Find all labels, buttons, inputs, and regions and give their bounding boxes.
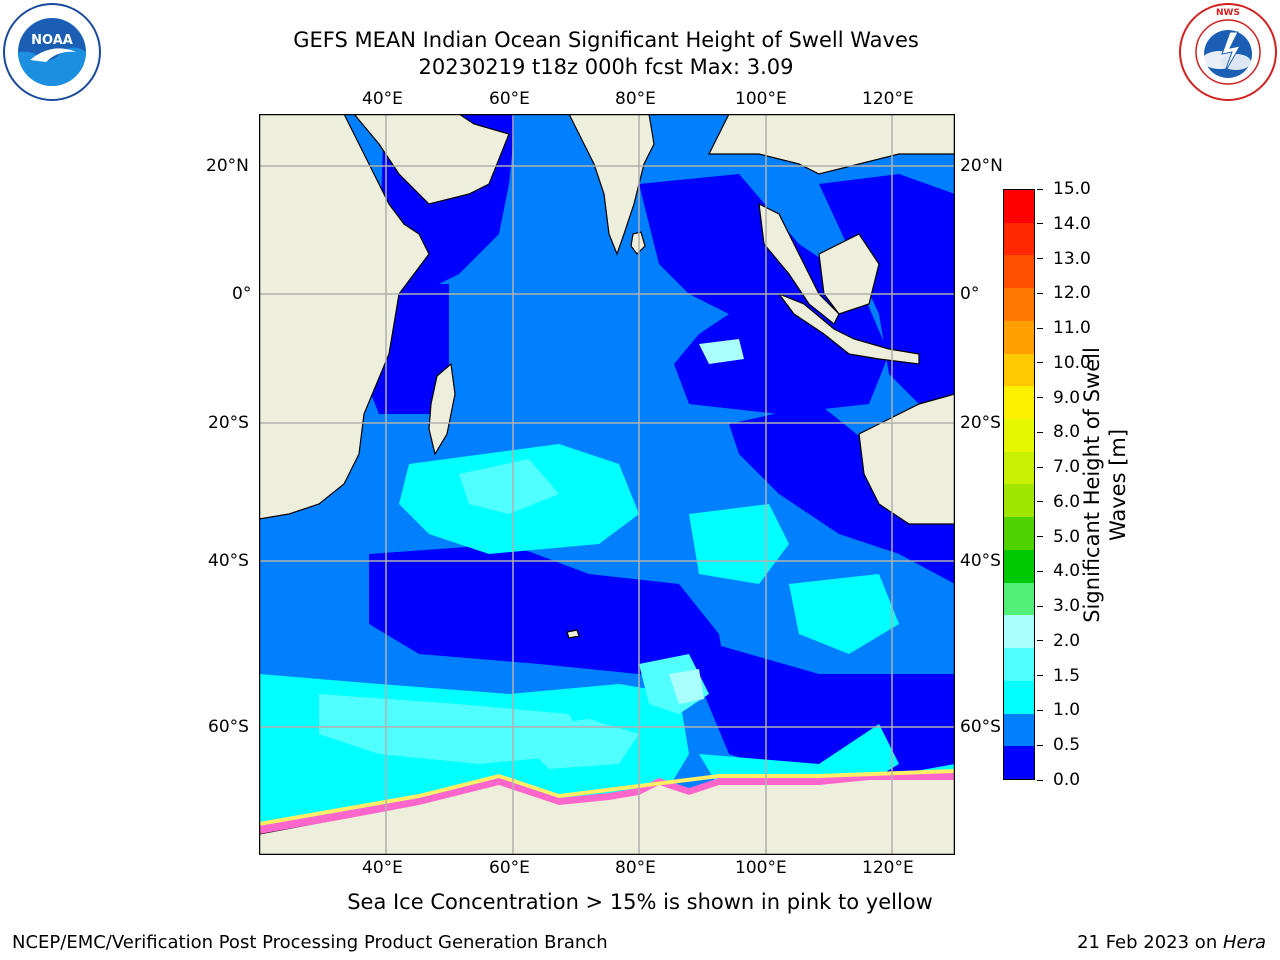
lon-label-top-1: 40°E — [362, 89, 403, 109]
colorbar-tick-mark — [1037, 640, 1043, 642]
colorbar-segment — [1004, 746, 1034, 779]
map-subtitle: 20230219 t18z 000h fcst Max: 3.09 — [418, 55, 794, 79]
colorbar-tick-mark — [1037, 709, 1043, 711]
lat-label-left-4: 40°S — [208, 551, 249, 571]
lon-label-top-2: 60°E — [489, 89, 530, 109]
colorbar-tick-label: 6.0 — [1053, 491, 1081, 512]
colorbar-segment — [1004, 451, 1034, 485]
map-panel — [258, 113, 956, 856]
graticule — [259, 114, 955, 855]
peak-swell-patches — [669, 339, 744, 704]
colorbar-tick-label: 7.0 — [1053, 457, 1081, 478]
colorbar-segment — [1004, 582, 1034, 616]
colorbar-segment — [1004, 549, 1034, 583]
sea-ice-note: Sea Ice Concentration > 15% is shown in … — [347, 890, 933, 914]
colorbar-tick-mark — [1037, 605, 1043, 607]
colorbar-tick-label: 11.0 — [1053, 318, 1091, 339]
colorbar-label-line2: Waves [m] — [1106, 428, 1130, 542]
colorbar-tick-label: 14.0 — [1053, 213, 1091, 234]
colorbar-tick-label: 0.5 — [1053, 735, 1081, 756]
colorbar-segment — [1004, 353, 1034, 387]
footer-date-text: 21 Feb 2023 on — [1077, 932, 1223, 953]
footer-date: 21 Feb 2023 on Hera — [1077, 932, 1266, 953]
colorbar-tick-label: 13.0 — [1053, 248, 1091, 269]
colorbar-tick-mark — [1037, 292, 1043, 294]
colorbar-tick-mark — [1037, 536, 1043, 538]
colorbar-tick-mark — [1037, 431, 1043, 433]
colorbar-tick-mark — [1037, 327, 1043, 329]
colorbar-tick-label: 8.0 — [1053, 422, 1081, 443]
colorbar-segment — [1004, 190, 1034, 223]
colorbar-segment — [1004, 713, 1034, 747]
colorbar-segment — [1004, 680, 1034, 714]
map-frame — [258, 113, 956, 856]
colorbar-segment — [1004, 648, 1034, 681]
lon-label-bottom-3: 80°E — [615, 858, 656, 878]
colorbar-tick-mark — [1037, 570, 1043, 572]
colorbar-tick-mark — [1037, 258, 1043, 260]
sea-ice-band — [259, 769, 955, 834]
colorbar-tick-label: 10.0 — [1053, 352, 1091, 373]
noaa-logo: NOAA — [2, 2, 102, 102]
colorbar-tick-mark — [1037, 779, 1043, 781]
lat-label-right-3: 20°S — [960, 413, 1001, 433]
lon-label-top-3: 80°E — [615, 89, 656, 109]
lon-label-top-5: 120°E — [862, 89, 914, 109]
footer-host: Hera — [1222, 932, 1266, 953]
colorbar-segment — [1004, 419, 1034, 452]
colorbar-tick-label: 5.0 — [1053, 526, 1081, 547]
lat-label-right-2: 0° — [960, 284, 980, 304]
colorbar-tick-label: 15.0 — [1053, 179, 1091, 199]
colorbar-tick-label: 0.0 — [1053, 770, 1081, 790]
colorbar-tick-mark — [1037, 675, 1043, 677]
colorbar-tick-label: 12.0 — [1053, 283, 1091, 304]
colorbar — [1003, 189, 1035, 780]
colorbar-segment — [1004, 386, 1034, 420]
colorbar-segment — [1004, 288, 1034, 321]
lat-label-left-3: 20°S — [208, 413, 249, 433]
colorbar-segment — [1004, 484, 1034, 518]
map-title: GEFS MEAN Indian Ocean Significant Heigh… — [293, 28, 919, 52]
nws-logo: NWS — [1178, 2, 1278, 102]
footer-credit: NCEP/EMC/Verification Post Processing Pr… — [12, 932, 608, 953]
colorbar-tick-mark — [1037, 362, 1043, 364]
lat-label-right-4: 40°S — [960, 551, 1001, 571]
colorbar-tick-label: 2.0 — [1053, 630, 1081, 651]
colorbar-tick-label: 9.0 — [1053, 387, 1081, 408]
colorbar-ticks: 15.0 14.0 13.0 12.0 11.0 10.0 9.0 8.0 7.0 6.0 5.0 4… — [1037, 179, 1107, 790]
svg-text:NWS: NWS — [1216, 8, 1240, 18]
lat-label-left-5: 60°S — [208, 717, 249, 737]
colorbar-tick-mark — [1037, 188, 1043, 190]
colorbar-tick-mark — [1037, 466, 1043, 468]
colorbar-tick-label: 3.0 — [1053, 596, 1081, 617]
colorbar-tick-mark — [1037, 397, 1043, 399]
colorbar-segment — [1004, 517, 1034, 550]
lon-label-bottom-2: 60°E — [489, 858, 530, 878]
lat-label-left-1: 20°N — [206, 156, 249, 176]
lon-label-bottom-4: 100°E — [735, 858, 787, 878]
colorbar-segment — [1004, 320, 1034, 354]
colorbar-tick-mark — [1037, 223, 1043, 225]
lon-label-top-4: 100°E — [735, 89, 787, 109]
colorbar-label-line1: Significant Height of Swell — [1080, 347, 1104, 623]
lon-label-bottom-5: 120°E — [862, 858, 914, 878]
colorbar-segment — [1004, 615, 1034, 649]
colorbar-segment — [1004, 222, 1034, 256]
lat-label-right-5: 60°S — [960, 717, 1001, 737]
colorbar-tick-mark — [1037, 744, 1043, 746]
lon-label-bottom-1: 40°E — [362, 858, 403, 878]
lat-label-left-2: 0° — [232, 284, 252, 304]
noaa-logo-text: NOAA — [31, 33, 73, 48]
colorbar-tick-label: 4.0 — [1053, 561, 1081, 582]
colorbar-tick-label: 1.0 — [1053, 700, 1081, 721]
colorbar-tick-mark — [1037, 501, 1043, 503]
colorbar-tick-label: 1.5 — [1053, 665, 1081, 686]
lat-label-right-1: 20°N — [960, 156, 1003, 176]
colorbar-segment — [1004, 255, 1034, 289]
